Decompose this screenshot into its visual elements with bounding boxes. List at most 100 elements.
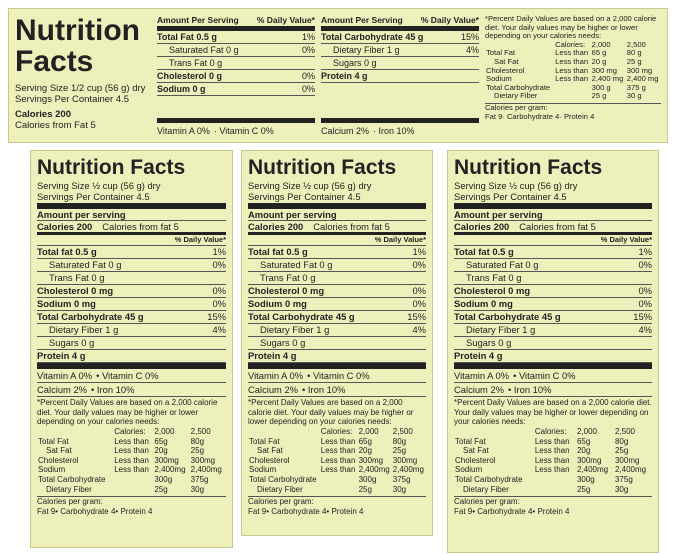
nutrient-name: Saturated Fat 0 g bbox=[260, 259, 333, 271]
calories: Calories 200 bbox=[454, 220, 510, 232]
cell: 2,000 bbox=[358, 426, 379, 436]
column-footer: Vitamin A 0% Vitamin C 0% bbox=[157, 118, 315, 136]
daily-value: 1% bbox=[301, 32, 315, 42]
cell: 300mg bbox=[154, 455, 179, 465]
nutrient-row: Protein 4 g bbox=[248, 350, 426, 364]
cell: Total Fat bbox=[486, 48, 516, 58]
per-gram-item: Fat 9 bbox=[454, 506, 473, 516]
identity: Nutrition Facts Serving Size 1/2 cup (56 … bbox=[15, 15, 151, 136]
cell: Less than bbox=[534, 465, 570, 475]
dv-header: % Daily Value* bbox=[454, 235, 652, 247]
cell: Cholesterol bbox=[486, 65, 525, 75]
nutrient-name: Trans Fat 0 g bbox=[466, 272, 522, 284]
calories-per-gram: Calories per gram:Fat 9Carbohydrate 4Pro… bbox=[37, 496, 226, 516]
per-gram-item: Protein 4 bbox=[559, 112, 594, 121]
cell bbox=[37, 427, 113, 437]
nutrient-column: Amount Per Serving % Daily Value* Total Fa… bbox=[157, 15, 315, 136]
nutrient-row: Trans Fat 0 g bbox=[37, 272, 226, 286]
calories: Calories 200 bbox=[37, 220, 93, 232]
per-gram-item: Fat 9 bbox=[485, 111, 503, 121]
mineral: Iron 10% bbox=[91, 383, 135, 396]
per-gram-item: Fat 9 bbox=[248, 506, 267, 516]
cell: Less than bbox=[555, 56, 589, 66]
cell bbox=[554, 92, 591, 101]
column-footer: Calcium 2%Iron 10% bbox=[321, 118, 479, 136]
nutrient-row: Total fat 0.5 g 1% bbox=[37, 246, 226, 260]
servings: Servings Per Container 4.5 bbox=[15, 94, 130, 105]
daily-value: 0% bbox=[412, 259, 426, 271]
cell: 300 g bbox=[591, 82, 611, 92]
cell: Sodium bbox=[486, 74, 512, 84]
rule bbox=[454, 202, 652, 209]
cell: 25 g bbox=[626, 56, 642, 66]
cell: 2,400mg bbox=[576, 465, 609, 475]
table-row: Cholesterol Less than 300mg 300mg bbox=[248, 456, 426, 466]
daily-value: 4% bbox=[638, 324, 652, 336]
daily-value: 1% bbox=[212, 246, 226, 258]
cell: 30 g bbox=[626, 91, 642, 101]
daily-value: 15% bbox=[207, 311, 226, 323]
cell: 25g bbox=[576, 484, 591, 494]
nutrient-row: Protein 4 g bbox=[454, 350, 652, 364]
header-text: Amount Per Serving bbox=[321, 15, 403, 25]
nutrient-name: Sodium 0 mg bbox=[454, 298, 513, 310]
amount-header: Amount per serving bbox=[248, 209, 426, 221]
footer-item: Calcium 2% bbox=[321, 126, 370, 136]
cell: Sat Fat bbox=[257, 446, 283, 456]
cell: 2,500 bbox=[626, 39, 646, 49]
cell: 65 g bbox=[591, 48, 607, 58]
cell bbox=[320, 485, 358, 495]
nutrient-row: Total Carbohydrate 45 g 15% bbox=[37, 311, 226, 325]
vitamin: Vitamin C 0% bbox=[307, 369, 370, 382]
cell: Total Fat bbox=[249, 436, 280, 446]
per-gram-list: Fat 9Carbohydrate 4Protein 4 bbox=[485, 111, 661, 122]
table-row: Sat Fat Less than 20g 25g bbox=[37, 446, 226, 456]
per-gram-list: Fat 9Carbohydrate 4Protein 4 bbox=[248, 507, 426, 517]
label: Nutrition Facts Serving Size ½ cup (56 g)… bbox=[30, 150, 233, 548]
per-gram-item: Protein 4 bbox=[115, 507, 152, 516]
nutrient-row: Total fat 0.5 g 1% bbox=[248, 246, 426, 260]
wide-label: Nutrition Facts Serving Size 1/2 cup (56 … bbox=[8, 8, 668, 143]
cell: 65g bbox=[154, 436, 168, 446]
daily-value: 0% bbox=[212, 298, 226, 310]
mineral: Iron 10% bbox=[302, 383, 346, 396]
per-gram-title: Calories per gram: bbox=[37, 497, 103, 507]
nutrient-name: Sugars 0 g bbox=[49, 337, 95, 349]
amount-header: Amount per serving bbox=[454, 209, 652, 221]
nutrient-row: Trans Fat 0 g bbox=[248, 272, 426, 286]
cell: Less than bbox=[534, 446, 570, 456]
cell: 25g bbox=[392, 446, 407, 456]
note: *Percent Daily Values are based on a 2,0… bbox=[37, 398, 218, 427]
nutrient-row: Sodium 0 mg 0% bbox=[454, 298, 652, 312]
nutrient-name: Sodium 0 mg bbox=[37, 298, 96, 310]
vitamin: Vitamin A 0% bbox=[454, 370, 510, 382]
cell: Less than bbox=[114, 436, 149, 446]
nutrient-row: Total Carbohydrate 45 g 15% bbox=[321, 31, 479, 44]
nutrient-name: Saturated Fat 0 g bbox=[466, 259, 539, 271]
table-row: Sat Fat Less than 20g 25g bbox=[454, 446, 652, 456]
nutrient-column: Amount Per Serving % Daily Value* Total Ca… bbox=[321, 15, 479, 136]
cell: Cholesterol bbox=[249, 455, 290, 465]
minerals: Calcium 2%Iron 10% bbox=[454, 383, 652, 398]
nutrient-row: Total Carbohydrate 45 g 15% bbox=[454, 311, 652, 325]
daily-value: 0% bbox=[301, 71, 315, 81]
daily-value: 15% bbox=[633, 311, 652, 323]
nutrient-name: Sugars 0 g bbox=[260, 337, 306, 349]
table-header: Calories: 2,000 2,500 bbox=[485, 39, 661, 50]
nutrient-name: Total Carbohydrate 45 g bbox=[454, 311, 561, 323]
nutrient-row: Cholesterol 0 mg 0% bbox=[454, 285, 652, 299]
cell bbox=[113, 475, 153, 485]
calories-per-gram: Calories per gram:Fat 9Carbohydrate 4Pro… bbox=[454, 496, 652, 516]
mineral: Calcium 2% bbox=[248, 384, 299, 396]
cell: 2,400mg bbox=[358, 465, 390, 475]
table-row: Cholesterol Less than 300mg 300mg bbox=[37, 456, 226, 466]
cell: Less than bbox=[555, 65, 589, 75]
cell: Total Fat bbox=[38, 436, 69, 446]
cell: Dietary Fiber bbox=[494, 91, 538, 101]
cell: Less than bbox=[555, 74, 589, 84]
cell: 2,000 bbox=[576, 426, 597, 436]
footnote: *Percent Daily Values are based on a 2,0… bbox=[485, 14, 661, 136]
per-gram-list: Fat 9Carbohydrate 4Protein 4 bbox=[37, 507, 226, 517]
cell: Less than bbox=[320, 436, 356, 446]
cell: 300mg bbox=[392, 455, 418, 465]
